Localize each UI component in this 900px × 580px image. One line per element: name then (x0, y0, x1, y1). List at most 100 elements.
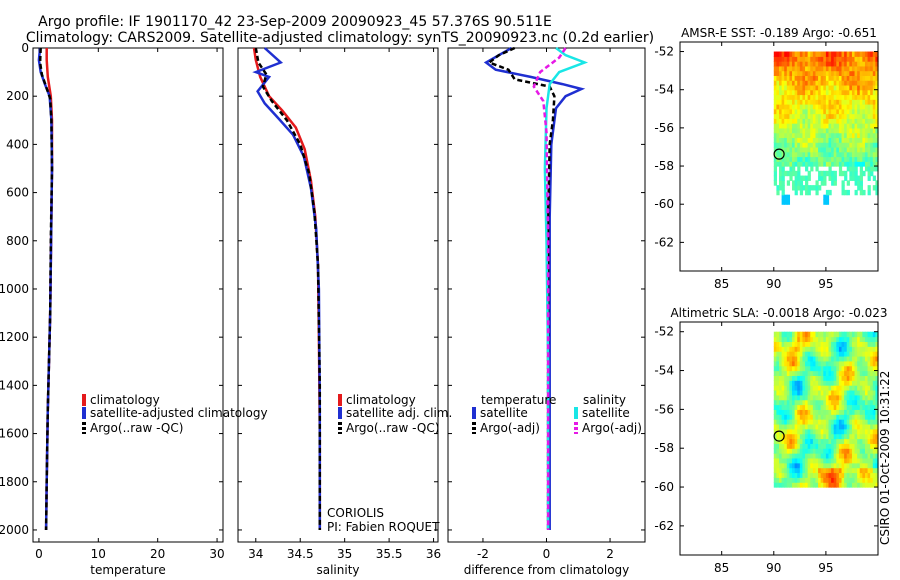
heatmap-cell (851, 428, 856, 435)
heatmap-cell (820, 108, 824, 115)
heatmap-cell (841, 370, 845, 376)
heatmap-cell (818, 104, 822, 110)
heatmap-cell (870, 118, 874, 124)
legend-entry: Argo(..raw -QC) (90, 421, 183, 435)
heatmap-cell (779, 65, 783, 72)
heatmap-cell (875, 438, 879, 444)
heatmap-cell (820, 414, 824, 420)
heatmap-cell (867, 453, 871, 459)
heatmap-cell (836, 385, 840, 391)
heatmap-cell (838, 462, 843, 469)
heatmap-cell (849, 457, 853, 464)
heatmap-cell (773, 166, 777, 172)
heatmap-cell (779, 113, 783, 119)
heatmap-cell (854, 156, 858, 162)
heatmap-cell (870, 360, 874, 367)
heatmap-cell (836, 453, 840, 459)
heatmap-cell (864, 80, 869, 86)
heatmap-cell (818, 336, 822, 343)
heatmap-cell (799, 132, 804, 139)
heatmap-cell (870, 482, 874, 488)
heatmap-cell (846, 80, 850, 86)
heatmap-cell (786, 380, 791, 386)
heatmap-cell (849, 56, 853, 62)
heatmap-cell (870, 336, 874, 343)
heatmap-cell (784, 472, 788, 478)
heatmap-cell (799, 61, 804, 67)
heatmap-cell (870, 414, 874, 420)
heatmap-cell (844, 75, 848, 81)
heatmap-cell (773, 65, 777, 72)
heatmap-cell (836, 360, 840, 367)
x-tick-label: 30 (209, 547, 224, 561)
heatmap-cell (810, 61, 814, 67)
heatmap-cell (789, 341, 793, 347)
heatmap-cell (807, 409, 811, 415)
y-tick-label: -62 (654, 235, 674, 249)
heatmap-cell (807, 351, 811, 357)
heatmap-cell (815, 423, 819, 430)
heatmap-cell (867, 389, 871, 396)
heatmap-cell (844, 433, 848, 440)
heatmap-cell (779, 70, 783, 76)
heatmap-cell (805, 175, 809, 181)
heatmap-cell (875, 137, 879, 143)
heatmap-cell (870, 84, 874, 91)
heatmap-cell (797, 462, 801, 469)
heatmap-cell (779, 355, 783, 362)
heatmap-cell (828, 51, 832, 57)
heatmap-cell (857, 341, 861, 347)
heatmap-cell (828, 331, 832, 338)
y-tick-label: -52 (654, 325, 674, 339)
heatmap-cell (779, 385, 783, 391)
heatmap-cell (867, 394, 871, 401)
heatmap-cell (870, 80, 874, 86)
heatmap-cell (833, 438, 837, 444)
heatmap-cell (797, 151, 801, 158)
heatmap-cell (844, 137, 848, 143)
heatmap-cell (862, 132, 866, 139)
heatmap-cell (831, 477, 835, 483)
heatmap-cell (818, 346, 822, 352)
heatmap-cell (820, 448, 824, 454)
heatmap-cell (794, 370, 798, 376)
heatmap-cell (846, 89, 850, 96)
heatmap-cell (797, 56, 801, 62)
heatmap-cell (815, 385, 819, 391)
heatmap-cell (833, 127, 837, 134)
heatmap-cell (862, 365, 866, 372)
x-tick-label: 95 (818, 561, 833, 575)
heatmap-cell (812, 108, 817, 115)
heatmap-cell (836, 99, 840, 105)
heatmap-cell (841, 477, 845, 483)
heatmap-cell (864, 51, 869, 57)
heatmap-cell (812, 56, 817, 62)
heatmap-cell (805, 365, 809, 372)
heatmap-cell (870, 94, 874, 100)
heatmap-cell (805, 457, 809, 464)
heatmap-cell (846, 166, 850, 172)
heatmap-cell (854, 448, 858, 454)
heatmap-cell (812, 394, 817, 401)
heatmap-cell (786, 146, 791, 153)
heatmap-cell (872, 108, 876, 115)
heatmap-cell (849, 80, 853, 86)
heatmap-cell (854, 70, 858, 76)
heatmap-cell (864, 409, 869, 415)
heatmap-cell (789, 419, 793, 425)
heatmap-cell (810, 127, 814, 134)
heatmap-cell (844, 477, 848, 483)
heatmap-cell (784, 80, 788, 86)
heatmap-cell (833, 99, 837, 105)
heatmap-cell (846, 414, 850, 420)
heatmap-cell (875, 94, 879, 100)
heatmap-cell (799, 482, 804, 488)
heatmap-cell (786, 132, 791, 139)
x-tick-label: 85 (714, 561, 729, 575)
x-tick-label: 20 (150, 547, 165, 561)
heatmap-cell (823, 194, 827, 201)
heatmap-cell (859, 137, 863, 143)
heatmap-cell (773, 482, 777, 488)
heatmap-cell (838, 89, 843, 96)
heatmap-cell (859, 175, 863, 181)
